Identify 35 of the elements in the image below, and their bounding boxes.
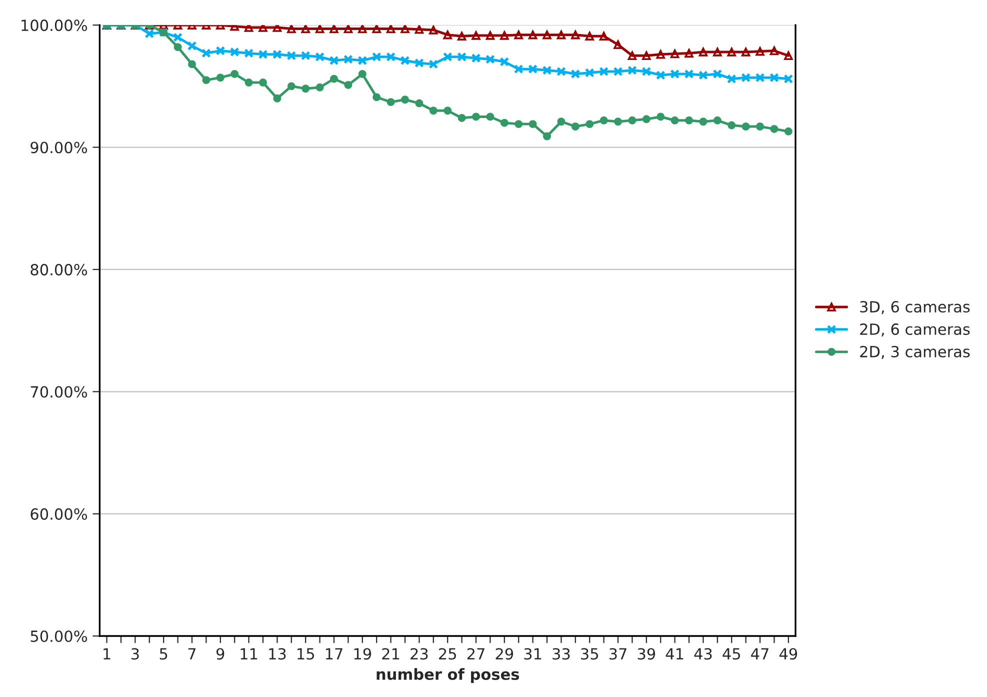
y-tick-label: 100.00% — [22, 20, 88, 32]
y-tick-label: 90.00% — [30, 142, 88, 154]
x-tick-label: 21 — [382, 648, 400, 660]
x-tick-label: 15 — [298, 648, 314, 660]
x-tick-label: 37 — [609, 648, 626, 660]
y-tick-label: 70.00% — [30, 386, 88, 398]
legend-label: 2D, 3 cameras — [860, 346, 970, 359]
y-tick-label: 80.00% — [30, 264, 88, 276]
x-tick-label: 23 — [410, 648, 428, 660]
x-tick-label: 27 — [467, 648, 484, 660]
y-tick-label: 60.00% — [30, 508, 88, 520]
x-axis-title: number of poses — [376, 668, 520, 683]
x-tick-label: 9 — [216, 648, 224, 660]
legend-label: 2D, 6 cameras — [860, 323, 970, 337]
x-tick-label: 3 — [131, 648, 139, 660]
y-tick-label: 50.00% — [30, 630, 88, 642]
x-tick-label: 19 — [354, 648, 372, 660]
x-tick-label: 1 — [104, 648, 110, 660]
x-tick-label: 7 — [188, 648, 196, 660]
x-tick-label: 43 — [694, 648, 712, 660]
x-tick-label: 41 — [666, 648, 684, 660]
legend-label: 3D, 6 cameras — [860, 301, 970, 314]
x-tick-label: 33 — [552, 648, 570, 660]
x-tick-label: 13 — [269, 648, 286, 660]
x-tick-label: 29 — [496, 648, 514, 660]
x-tick-label: 31 — [524, 648, 542, 660]
x-tick-label: 47 — [751, 648, 768, 660]
x-tick-label: 25 — [439, 648, 456, 660]
x-tick-label: 49 — [779, 648, 798, 660]
x-tick-label: 45 — [722, 648, 740, 660]
x-tick-label: 11 — [240, 648, 258, 660]
x-tick-label: 39 — [638, 648, 656, 660]
x-tick-label: 5 — [160, 648, 168, 660]
x-tick-label: 17 — [326, 648, 342, 660]
x-tick-label: 35 — [581, 648, 598, 660]
